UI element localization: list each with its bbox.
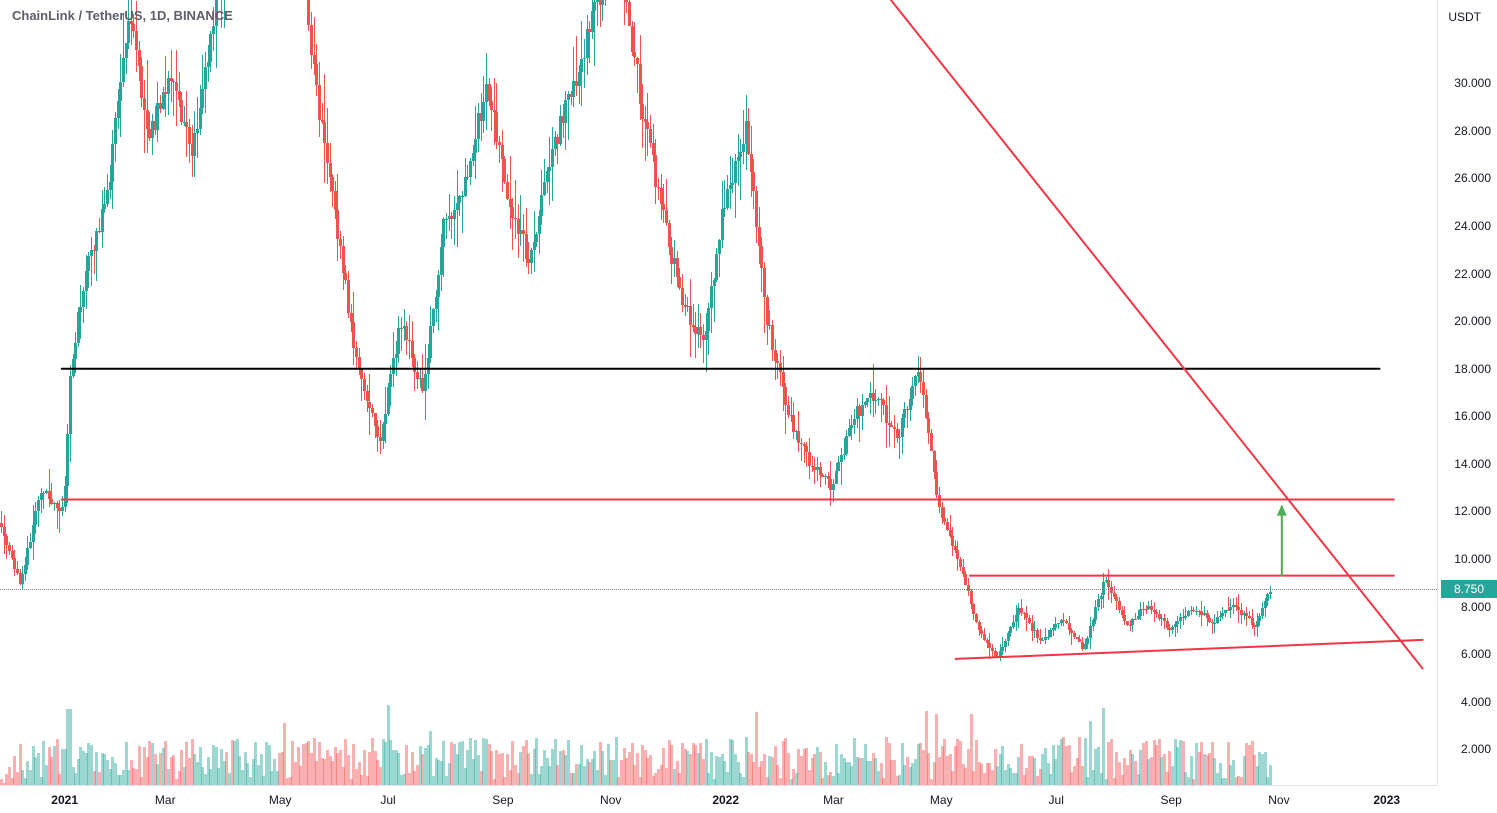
time-tick: Nov — [1268, 793, 1289, 807]
time-tick: 2021 — [51, 793, 78, 807]
time-tick: Jul — [380, 793, 395, 807]
trendline-diagonal — [891, 0, 1423, 668]
price-tick: 30.000 — [1454, 76, 1491, 90]
price-tick: 14.000 — [1454, 457, 1491, 471]
price-tick: 6.000 — [1461, 647, 1491, 661]
price-tick: 10.000 — [1454, 552, 1491, 566]
chart-container: ChainLink / TetherUS, 1D, BINANCE USDT 8… — [0, 0, 1497, 813]
price-tick: 28.000 — [1454, 124, 1491, 138]
time-tick: 2023 — [1373, 793, 1400, 807]
price-tick: 18.000 — [1454, 362, 1491, 376]
price-tick: 16.000 — [1454, 409, 1491, 423]
trendlines-overlay — [0, 0, 1437, 785]
projection-arrow-head — [1277, 505, 1287, 516]
price-tick: 22.000 — [1454, 267, 1491, 281]
price-axis-unit: USDT — [1448, 10, 1481, 24]
price-tick: 4.000 — [1461, 695, 1491, 709]
price-tick: 8.000 — [1461, 600, 1491, 614]
trendline-diagonal — [956, 640, 1423, 659]
price-tick: 26.000 — [1454, 171, 1491, 185]
current-price-tag: 8.750 — [1441, 580, 1497, 598]
time-tick: May — [269, 793, 292, 807]
price-axis[interactable]: USDT 8.750 30.000 28.000 26.000 24.000 22.00… — [1437, 0, 1497, 785]
chart-plot-area[interactable] — [0, 0, 1437, 785]
chart-title: ChainLink / TetherUS, 1D, BINANCE — [12, 8, 233, 23]
time-tick: Mar — [823, 793, 844, 807]
time-tick: Nov — [600, 793, 621, 807]
time-tick: May — [930, 793, 953, 807]
price-tick: 12.000 — [1454, 504, 1491, 518]
time-tick: Sep — [1160, 793, 1181, 807]
time-tick: Jul — [1049, 793, 1064, 807]
price-tick: 20.000 — [1454, 314, 1491, 328]
time-tick: Mar — [155, 793, 176, 807]
price-tick: 2.000 — [1461, 742, 1491, 756]
time-tick: Sep — [492, 793, 513, 807]
time-tick: 2022 — [712, 793, 739, 807]
price-tick: 24.000 — [1454, 219, 1491, 233]
time-axis[interactable]: 2021 Mar May Jul Sep Nov 2022 Mar May Jul Sep Nov 20… — [0, 785, 1437, 813]
